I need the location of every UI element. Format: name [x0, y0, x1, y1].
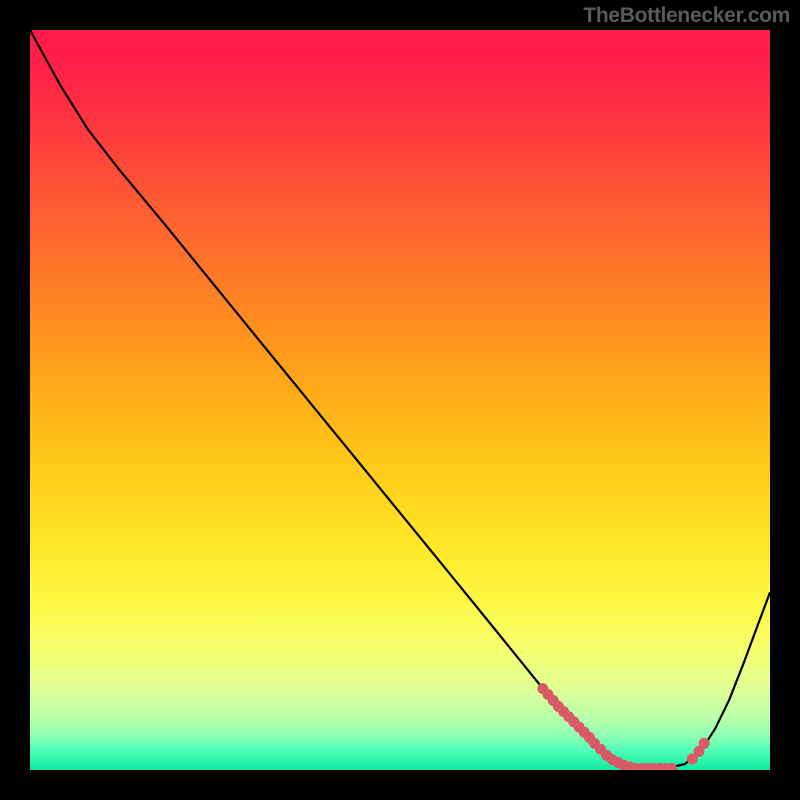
curve-marker — [699, 738, 710, 749]
chart-container: TheBottlenecker.com — [0, 0, 800, 800]
curve-layer — [30, 30, 770, 770]
bottleneck-curve — [30, 30, 770, 769]
plot-area — [30, 30, 770, 770]
watermark-text: TheBottlenecker.com — [583, 4, 790, 28]
